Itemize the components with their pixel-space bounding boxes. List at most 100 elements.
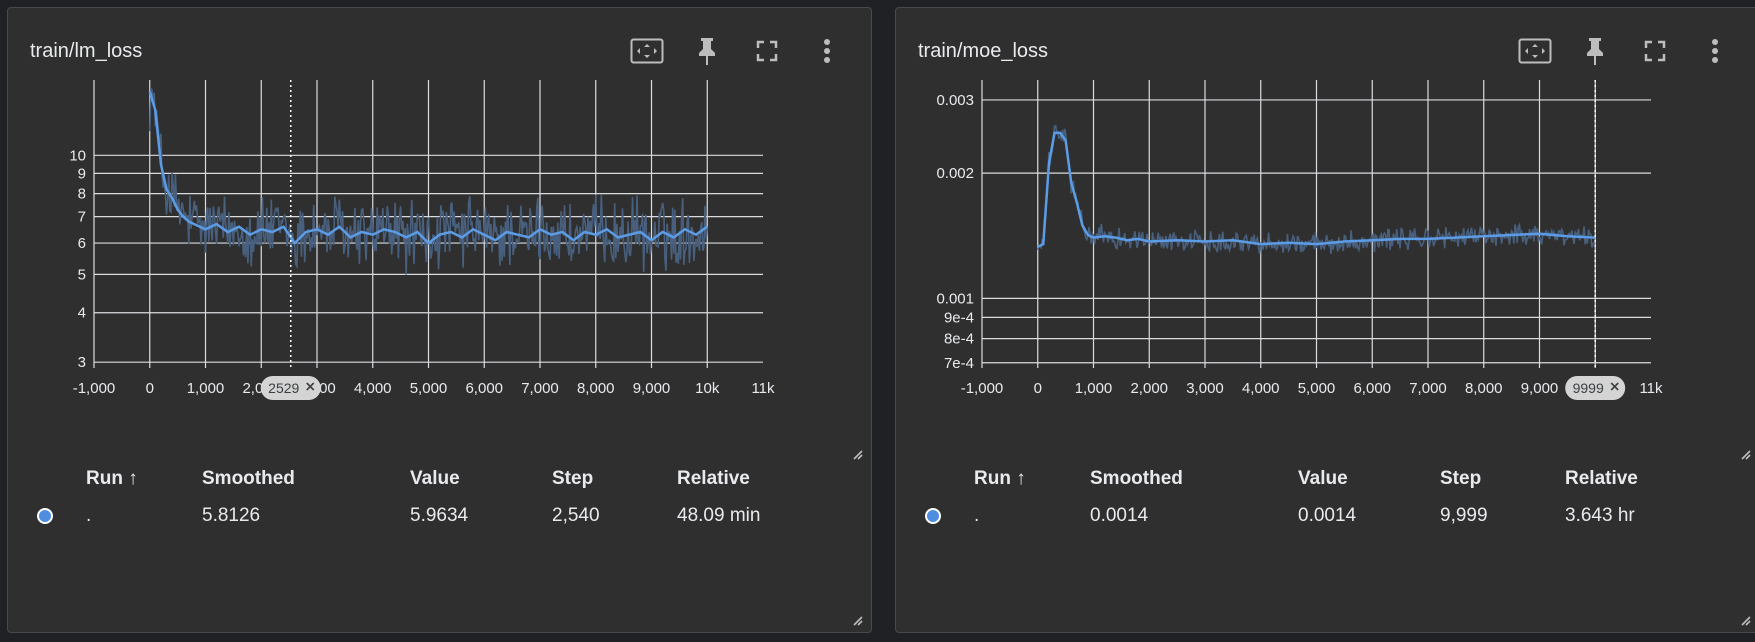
x-tick-label: 0 — [146, 380, 154, 397]
step-cursor-chip: 9999 — [1565, 376, 1626, 400]
y-tick-label: 4 — [78, 305, 86, 322]
x-tick-label: 0 — [1034, 380, 1042, 397]
y-tick-label: 8e-4 — [944, 331, 974, 348]
x-tick-label: 4,000 — [1242, 380, 1280, 397]
x-tick-label: 11k — [1639, 380, 1663, 397]
y-tick-label: 9 — [78, 165, 86, 182]
y-tick-label: 10 — [69, 147, 86, 164]
x-tick-label: 5,000 — [1298, 380, 1336, 397]
relative-time: 48.09 min — [677, 505, 761, 526]
x-tick-label: -1,000 — [73, 380, 116, 397]
step-chip-background — [1565, 376, 1626, 400]
fullscreen-button[interactable] — [1633, 32, 1677, 70]
y-tick-label: 5 — [78, 266, 86, 283]
step-chip-background — [260, 376, 321, 400]
col-relative-header[interactable]: Relative — [677, 468, 750, 489]
pin-button[interactable] — [685, 32, 729, 70]
x-tick-label: 11k — [751, 380, 775, 397]
pin-button[interactable] — [1573, 32, 1617, 70]
raw-value: 0.0014 — [1298, 505, 1357, 526]
col-smoothed-header[interactable]: Smoothed — [1090, 468, 1183, 489]
step-cursor-chip: 2529 — [260, 376, 321, 400]
x-tick-label: 4,000 — [354, 380, 392, 397]
scalar-card-moe-loss: train/moe_loss -1,000 0 1,000 2,000 3,000 4,0… — [895, 7, 1755, 633]
pin-icon — [699, 38, 715, 65]
step-chip-label: 2529 — [268, 380, 299, 396]
smoothed-series-line — [148, 91, 709, 246]
more-vert-icon — [1712, 39, 1718, 63]
card-toolbar — [625, 32, 849, 70]
close-icon-stroke — [1610, 382, 1619, 391]
col-smoothed-header[interactable]: Smoothed — [202, 468, 295, 489]
col-run-header[interactable]: Run ↑ — [974, 468, 1026, 489]
step-chip-label: 9999 — [1573, 380, 1604, 396]
close-icon[interactable] — [1610, 382, 1619, 391]
resize-handle-icon[interactable] — [851, 614, 863, 626]
x-tick-label: -1,000 — [961, 380, 1004, 397]
pin-icon — [1587, 38, 1603, 65]
fit-domain-button[interactable] — [625, 32, 669, 70]
fit-domain-button[interactable] — [1513, 32, 1557, 70]
card-title: train/lm_loss — [30, 40, 143, 62]
close-icon-stroke — [306, 382, 315, 391]
y-tick-label: 3 — [78, 354, 86, 371]
x-tick-label: 3,000 — [1186, 380, 1224, 397]
smoothed-value: 5.8126 — [202, 505, 261, 526]
more-options-button[interactable] — [805, 32, 849, 70]
x-tick-label: 6,000 — [465, 380, 503, 397]
relative-time: 3.643 hr — [1565, 505, 1635, 526]
y-tick-label: 6 — [78, 235, 86, 252]
x-tick-label: 9,000 — [633, 380, 671, 397]
x-tick-label: 5,000 — [410, 380, 448, 397]
col-run-header[interactable]: Run ↑ — [86, 468, 138, 489]
col-relative-header[interactable]: Relative — [1565, 468, 1638, 489]
fit-domain-icon — [630, 38, 664, 64]
resize-handle-icon[interactable] — [1739, 448, 1751, 460]
col-value-header[interactable]: Value — [410, 468, 460, 489]
fullscreen-icon — [756, 40, 778, 62]
y-tick-label: 7e-4 — [944, 355, 974, 372]
x-tick-label: 1,000 — [1075, 380, 1113, 397]
y-tick-label: 7 — [78, 209, 86, 226]
more-options-button[interactable] — [1693, 32, 1737, 70]
fit-domain-icon — [1518, 38, 1552, 64]
y-tick-label: 0.002 — [936, 165, 974, 182]
run-color-dot[interactable] — [37, 508, 53, 524]
y-tick-label: 0.001 — [936, 290, 974, 307]
col-step-header[interactable]: Step — [552, 468, 594, 489]
run-name: . — [86, 505, 92, 526]
raw-series-line — [149, 87, 709, 275]
run-color-dot[interactable] — [925, 508, 941, 524]
x-tick-label: 2,000 — [1130, 380, 1168, 397]
x-tick-label: 7,000 — [521, 380, 559, 397]
x-tick-label: 1,000 — [187, 380, 225, 397]
fullscreen-icon — [1644, 40, 1666, 62]
y-tick-label: 8 — [78, 186, 86, 203]
more-vert-icon — [824, 39, 830, 63]
line-chart-moe-loss[interactable]: -1,000 0 1,000 2,000 3,000 4,000 5,000 6,000 7,0… — [896, 78, 1755, 458]
card-title: train/moe_loss — [918, 40, 1049, 62]
resize-handle-icon[interactable] — [1739, 614, 1751, 626]
smoothed-series-line — [1037, 131, 1596, 248]
fullscreen-button[interactable] — [745, 32, 789, 70]
step-value: 9,999 — [1440, 505, 1488, 526]
close-icon[interactable] — [306, 382, 315, 391]
x-tick-label: 10k — [695, 380, 720, 397]
resize-handle-icon[interactable] — [851, 448, 863, 460]
line-chart-lm-loss[interactable]: -1,00001,0002,0003,0004,0005,0006,0007,0… — [8, 78, 871, 458]
x-tick-label: 8,000 — [577, 380, 615, 397]
col-value-header[interactable]: Value — [1298, 468, 1348, 489]
run-name: . — [974, 505, 980, 526]
y-tick-label: 9e-4 — [944, 309, 974, 326]
x-tick-label: 9,000 — [1521, 380, 1559, 397]
scalar-card-lm-loss: train/lm_loss -1,00001,0002,0003,0004,00… — [7, 7, 872, 633]
x-tick-label: 7,000 — [1409, 380, 1447, 397]
card-toolbar — [1513, 32, 1737, 70]
col-step-header[interactable]: Step — [1440, 468, 1482, 489]
raw-value: 5.9634 — [410, 505, 469, 526]
smoothed-value: 0.0014 — [1090, 505, 1149, 526]
x-tick-label: 8,000 — [1465, 380, 1503, 397]
y-tick-label: 0.003 — [936, 92, 974, 109]
step-value: 2,540 — [552, 505, 600, 526]
x-tick-label: 6,000 — [1353, 380, 1391, 397]
